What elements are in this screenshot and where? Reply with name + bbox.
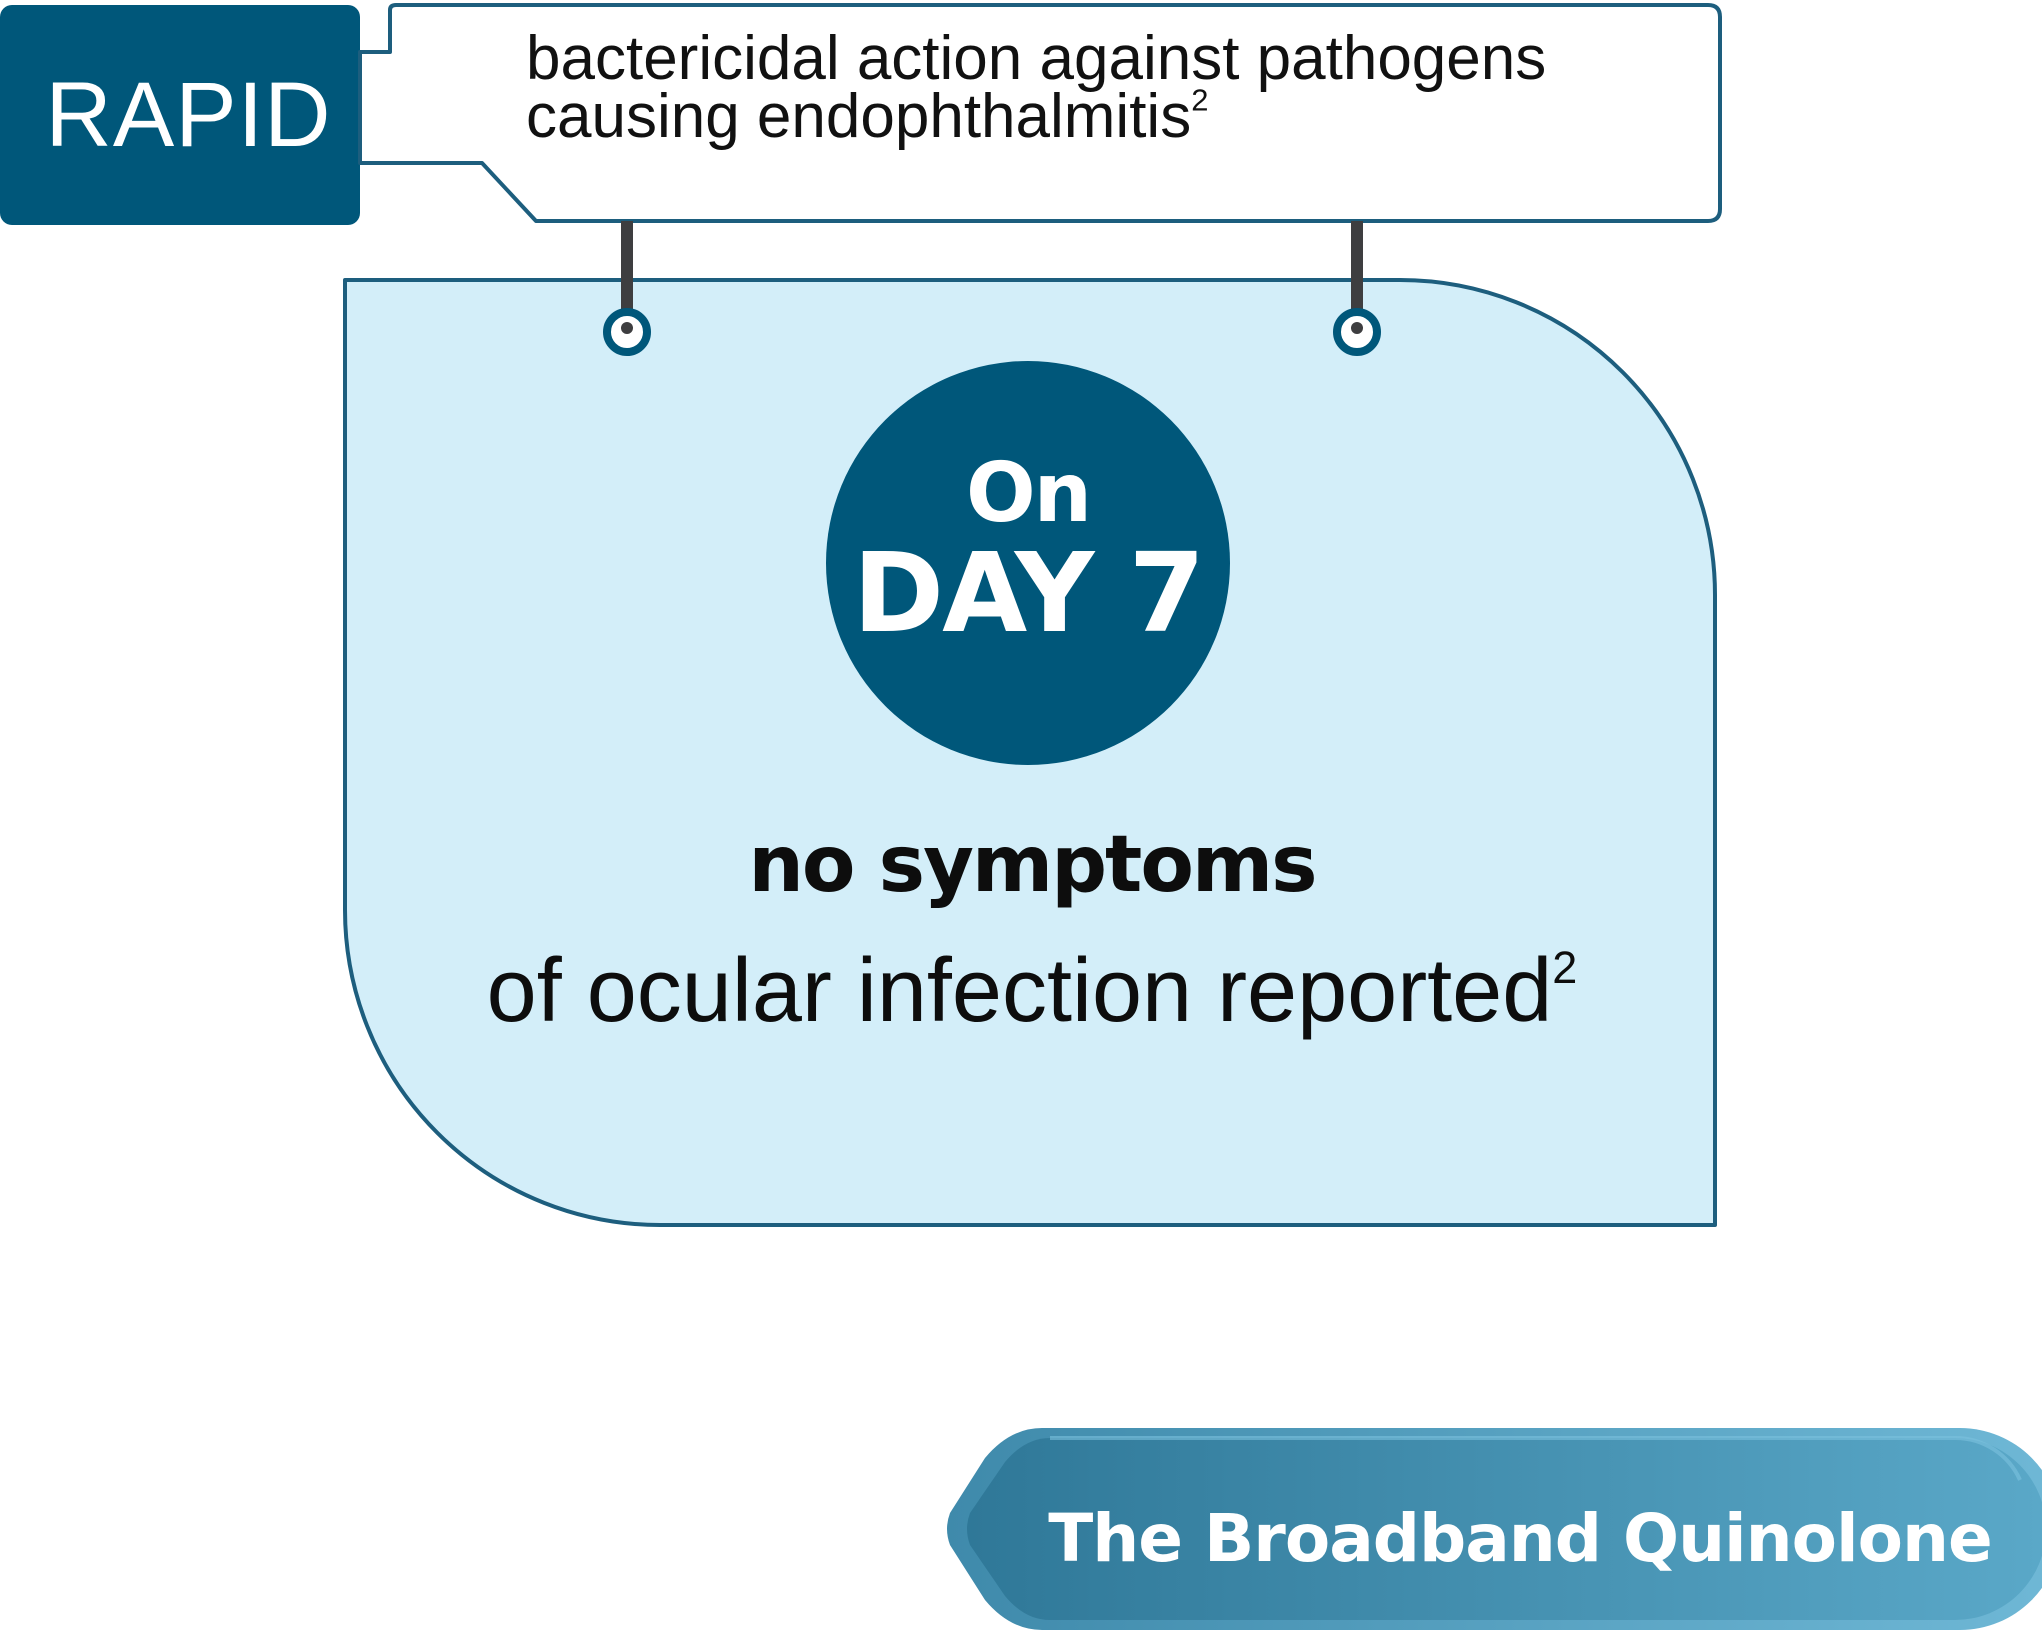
result-footnote-ref: 2 (1552, 941, 1578, 993)
callout-line-2: causing endophthalmitis2 (526, 82, 1209, 151)
hanger-right (1333, 221, 1381, 356)
brand-tab (947, 1428, 2042, 1630)
hanger-left (603, 221, 651, 356)
day-circle (826, 361, 1230, 765)
callout-text: bactericidal action against pathogens ca… (526, 24, 1686, 151)
brand-tab-label: The Broadband Quinolone (1048, 1499, 1992, 1577)
result-headline: no symptoms (748, 820, 1317, 910)
circle-line-day: DAY 7 (852, 529, 1205, 657)
day-circle-text: On DAY 7 (826, 362, 1230, 766)
rapid-badge (0, 5, 360, 225)
rapid-label: RAPID (45, 63, 332, 166)
result-subline: of ocular infection reported2 (486, 941, 1578, 1041)
callout-footnote-ref: 2 (1191, 82, 1209, 118)
callout-box (358, 3, 1722, 223)
callout-line-1: bactericidal action against pathogens (526, 24, 1547, 93)
circle-line-on: On (965, 446, 1092, 541)
